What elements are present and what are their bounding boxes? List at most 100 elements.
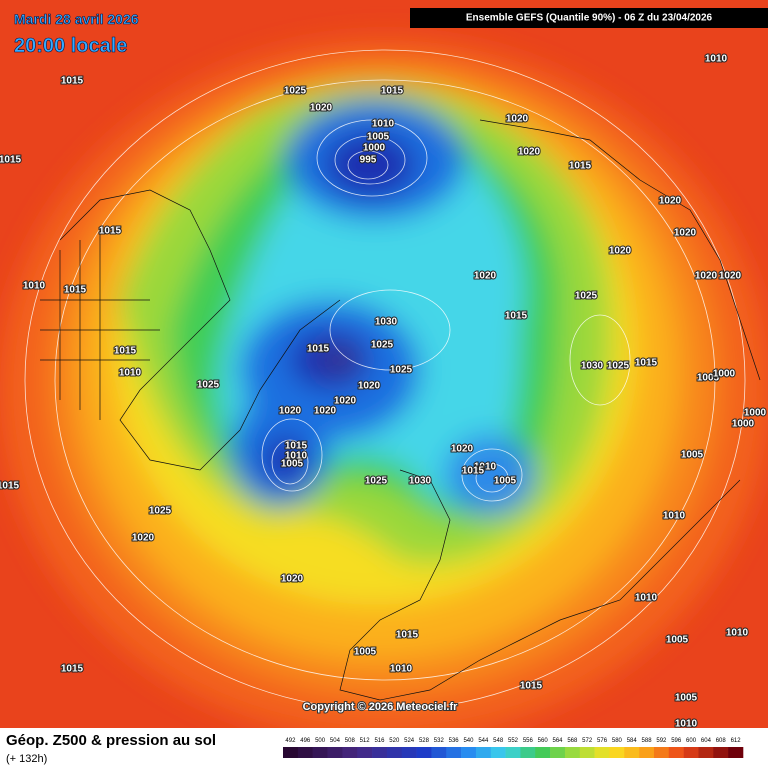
scale-swatch [609,747,625,758]
scale-swatch [401,747,417,758]
scale-swatch [342,747,358,758]
isobar-label: 1025 [284,86,307,97]
scale-swatch [372,747,388,758]
date: Mardi 28 avril 2026 [14,11,139,27]
scale-label: 556 [523,738,534,744]
scale-swatch [653,747,670,758]
isobar-label: 1025 [607,361,630,372]
isobar-label: 1020 [451,444,474,455]
scale-swatch [446,747,462,758]
scale-swatch [416,747,432,758]
isobar-label: 1025 [197,380,220,391]
isobars [24,49,746,711]
scale-label: 572 [582,738,593,744]
scale-label: 588 [642,738,653,744]
scale-label: 532 [434,738,445,744]
scale-label: 504 [330,738,341,744]
scale-label: 600 [686,738,697,744]
isobar-label: 1010 [663,511,686,522]
scale-label: 516 [374,738,385,744]
scale-label: 540 [463,738,474,744]
scale-swatch [475,747,492,758]
scale-swatch [327,747,343,758]
lead-time: (+ 132h) [6,753,47,765]
isobar-label: 1015 [285,441,308,452]
scale-swatch [564,747,581,758]
scale-label: 560 [538,738,549,744]
isobar-label: 1020 [474,271,497,282]
copyright: Copyright © 2026 Meteociel.fr [303,701,459,713]
scale-swatch [594,747,610,758]
isobar-label: 1015 [396,630,419,641]
scale-label: 544 [478,738,489,744]
isobar-label: 1000 [713,369,736,380]
scale-swatch [283,747,299,758]
isobar-label: 1020 [609,246,632,257]
isobar-label: 1030 [581,361,604,372]
isobar-label: 1025 [365,476,388,487]
isobar-label: 1020 [674,228,697,239]
isobar-label: 1010 [635,593,658,604]
scale-label: 520 [389,738,400,744]
isobar-label: 1020 [132,533,155,544]
isobar-label: 1015 [505,311,528,322]
time: 20:00 locale [14,35,127,57]
scale-label: 580 [612,738,623,744]
isobar-label: 1015 [99,226,122,237]
scale-swatch [683,747,699,758]
isobar-label: 1000 [744,408,767,419]
isobar-label: 1010 [119,368,142,379]
isobar-label: 1025 [575,291,598,302]
scale-label: 608 [716,738,727,744]
scale-label: 508 [345,738,356,744]
scale-label: 576 [597,738,608,744]
isobar-label: 1010 [390,664,413,675]
scale-swatch [357,747,373,758]
isobar-label: 1020 [334,396,357,407]
isobar-label: 1015 [64,285,87,296]
isobar-label: 1005 [354,647,377,658]
scale-swatch [520,747,536,758]
isobar-label: 995 [360,155,377,166]
scale-swatch [386,747,403,758]
scale-swatch [698,747,714,758]
scale-label: 552 [508,738,519,744]
isobar-label: 1015 [0,481,20,492]
isobar-label: 1005 [281,459,304,470]
isobar-label: 1020 [314,406,337,417]
isobar-label: 1015 [114,346,137,357]
model-info: Ensemble GEFS (Quantile 90%) - 06 Z du 2… [466,13,713,24]
isobar-label: 1025 [149,506,172,517]
footer-title: Géop. Z500 & pression au sol [6,732,216,749]
header-box [410,8,768,28]
scale-swatch [624,747,640,758]
isobar-label: 1025 [390,365,413,376]
isobar-label: 1020 [358,381,381,392]
scale-label: 612 [731,738,742,744]
scale-swatch [639,747,655,758]
isobar-label: 1030 [409,476,432,487]
scale-swatch [461,747,477,758]
isobar-label: 1015 [61,76,84,87]
isobar-label: 1005 [494,476,517,487]
isobar-label: 1000 [363,143,386,154]
isobar-label: 1030 [375,317,398,328]
isobar-label: 1015 [462,466,485,477]
scale-swatch [505,747,521,758]
scale-label: 536 [449,738,460,744]
isobar-label: 1015 [569,161,592,172]
isobar-label: 1010 [285,451,308,462]
scale-label: 548 [493,738,504,744]
scale-swatch [490,747,506,758]
isobar-label: 1010 [726,628,749,639]
scale-label: 524 [404,738,415,744]
isobar-label: 1025 [371,340,394,351]
isobar-label: 1005 [697,373,720,384]
isobar-label: 1005 [675,693,698,704]
scale-label: 500 [315,738,326,744]
isobar-label: 1005 [666,635,689,646]
isobar-label: 1000 [732,419,755,430]
color-scale: 492 496 500 504 508 512 516 520 524 528 532 536 540 5… [283,738,744,758]
